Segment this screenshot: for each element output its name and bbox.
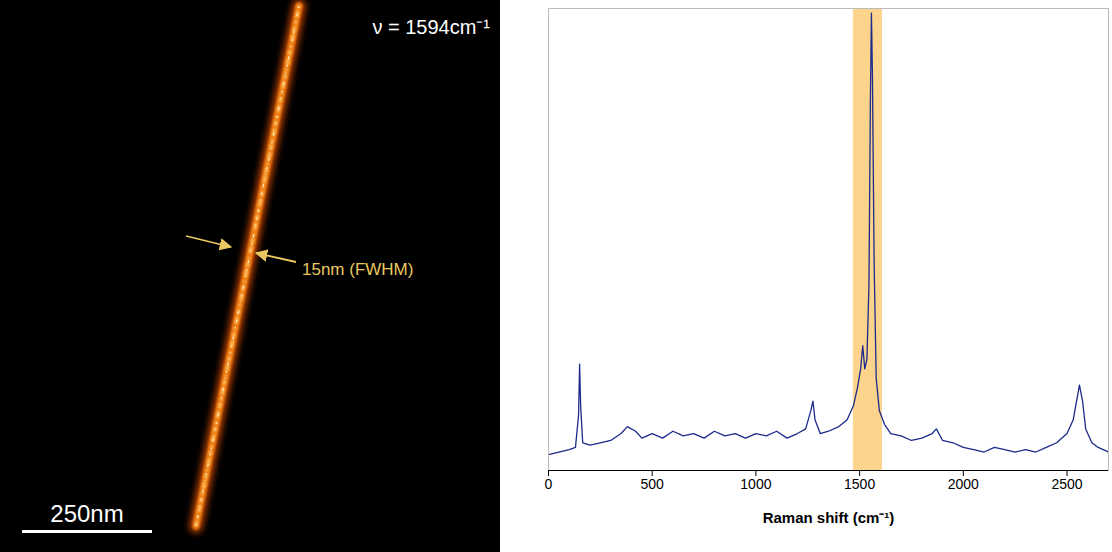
svg-text:1500: 1500 (844, 476, 875, 492)
svg-text:2500: 2500 (1051, 476, 1082, 492)
svg-text:2000: 2000 (948, 476, 979, 492)
svg-text:ν = 1594cm⁻¹: ν = 1594cm⁻¹ (372, 16, 490, 38)
svg-text:0: 0 (545, 476, 553, 492)
svg-text:Raman shift (cm⁻¹): Raman shift (cm⁻¹) (763, 509, 895, 526)
svg-text:500: 500 (641, 476, 665, 492)
svg-text:1000: 1000 (740, 476, 771, 492)
svg-text:250nm: 250nm (50, 500, 123, 527)
svg-text:15nm (FWHM): 15nm (FWHM) (302, 260, 413, 279)
